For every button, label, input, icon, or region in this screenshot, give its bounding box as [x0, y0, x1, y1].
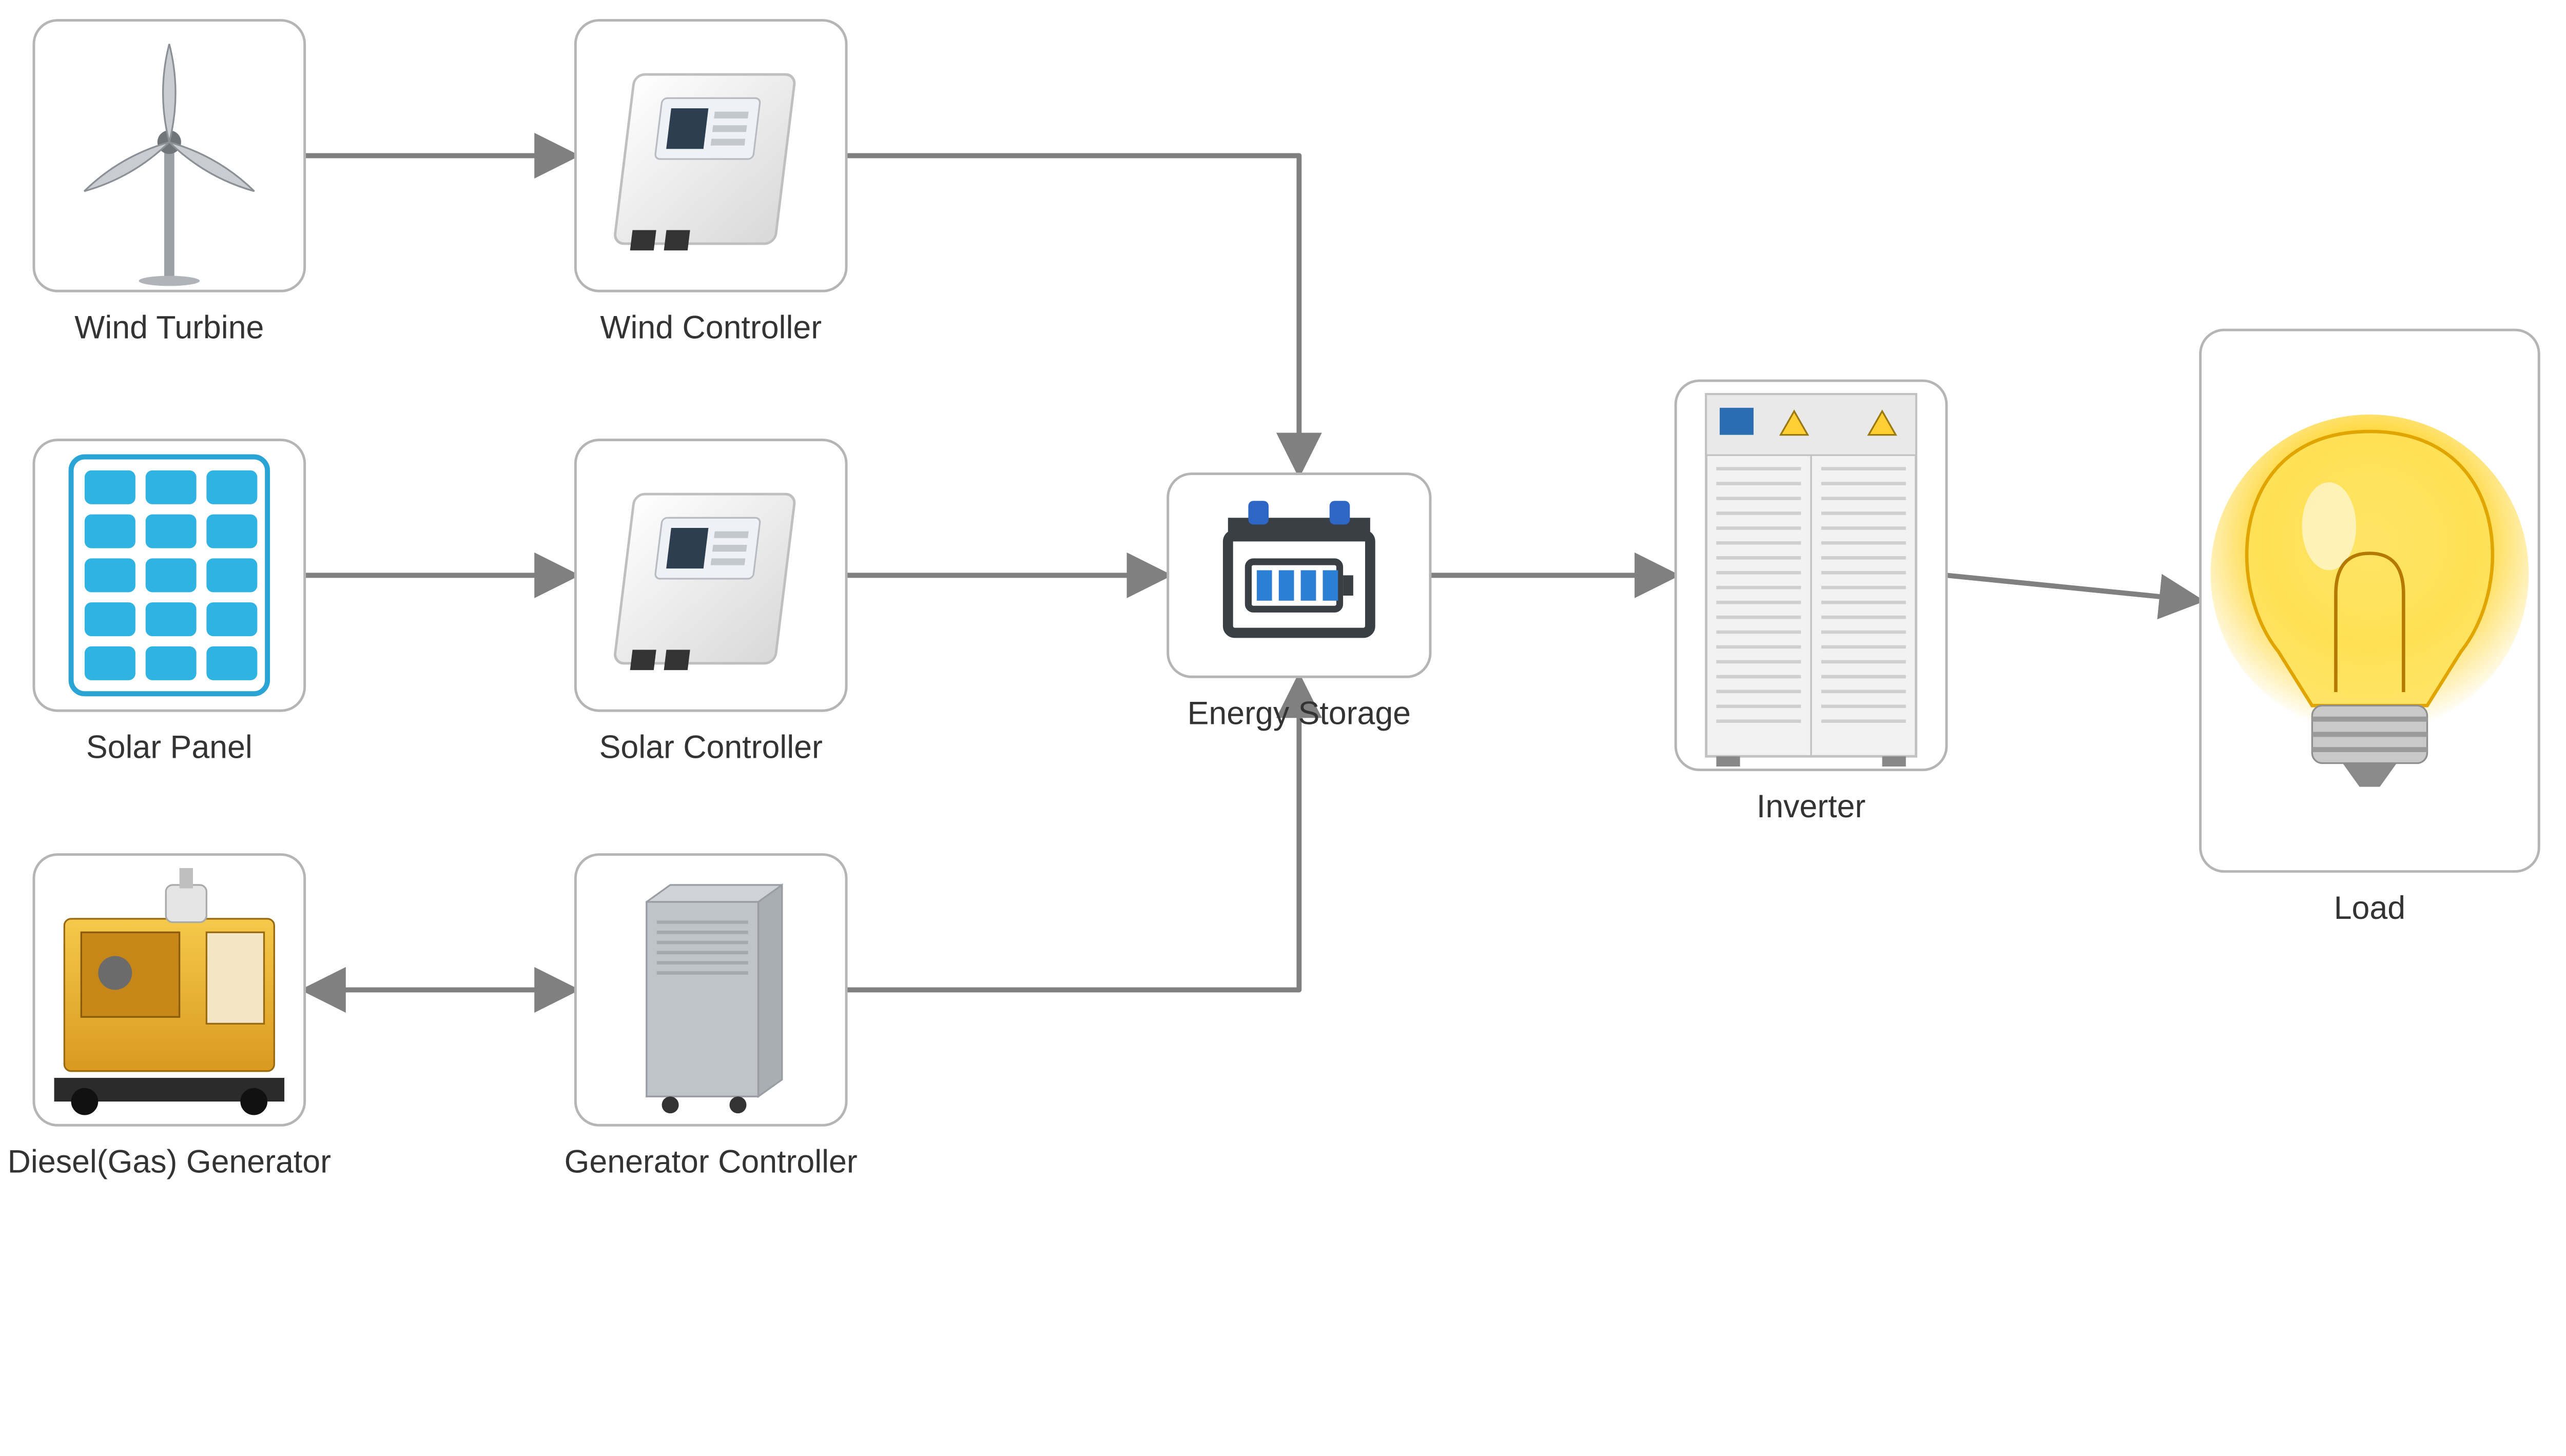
controller-icon — [613, 494, 795, 670]
energy-system-diagram: Wind Turbine Wind Controller Solar Panel So… — [0, 0, 2566, 1202]
controller-icon — [613, 74, 795, 250]
label-solar_controller: Solar Controller — [599, 730, 823, 765]
cabinet-icon — [647, 885, 782, 1113]
inverter-icon — [1706, 394, 1916, 766]
label-wind_turbine: Wind Turbine — [74, 310, 264, 346]
node-diesel_generator: Diesel(Gas) Generator — [8, 855, 331, 1180]
node-inverter: Inverter — [1676, 381, 1947, 824]
label-solar_panel: Solar Panel — [86, 730, 252, 765]
node-solar_panel: Solar Panel — [34, 440, 305, 765]
node-solar_controller: Solar Controller — [575, 440, 846, 765]
label-energy_storage: Energy Storage — [1188, 696, 1411, 732]
label-diesel_generator: Diesel(Gas) Generator — [8, 1144, 331, 1180]
solar-panel-icon — [71, 457, 268, 694]
label-inverter: Inverter — [1757, 789, 1865, 824]
label-generator_controller: Generator Controller — [565, 1144, 858, 1180]
node-load: Load — [2201, 330, 2539, 926]
edge-wind_controller-energy_storage — [846, 155, 1299, 474]
node-wind_controller: Wind Controller — [575, 21, 846, 346]
node-wind_turbine: Wind Turbine — [34, 21, 305, 346]
label-load: Load — [2334, 890, 2405, 926]
edge-inverter-load — [1947, 575, 2201, 600]
node-generator_controller: Generator Controller — [565, 855, 858, 1180]
label-wind_controller: Wind Controller — [600, 310, 822, 346]
